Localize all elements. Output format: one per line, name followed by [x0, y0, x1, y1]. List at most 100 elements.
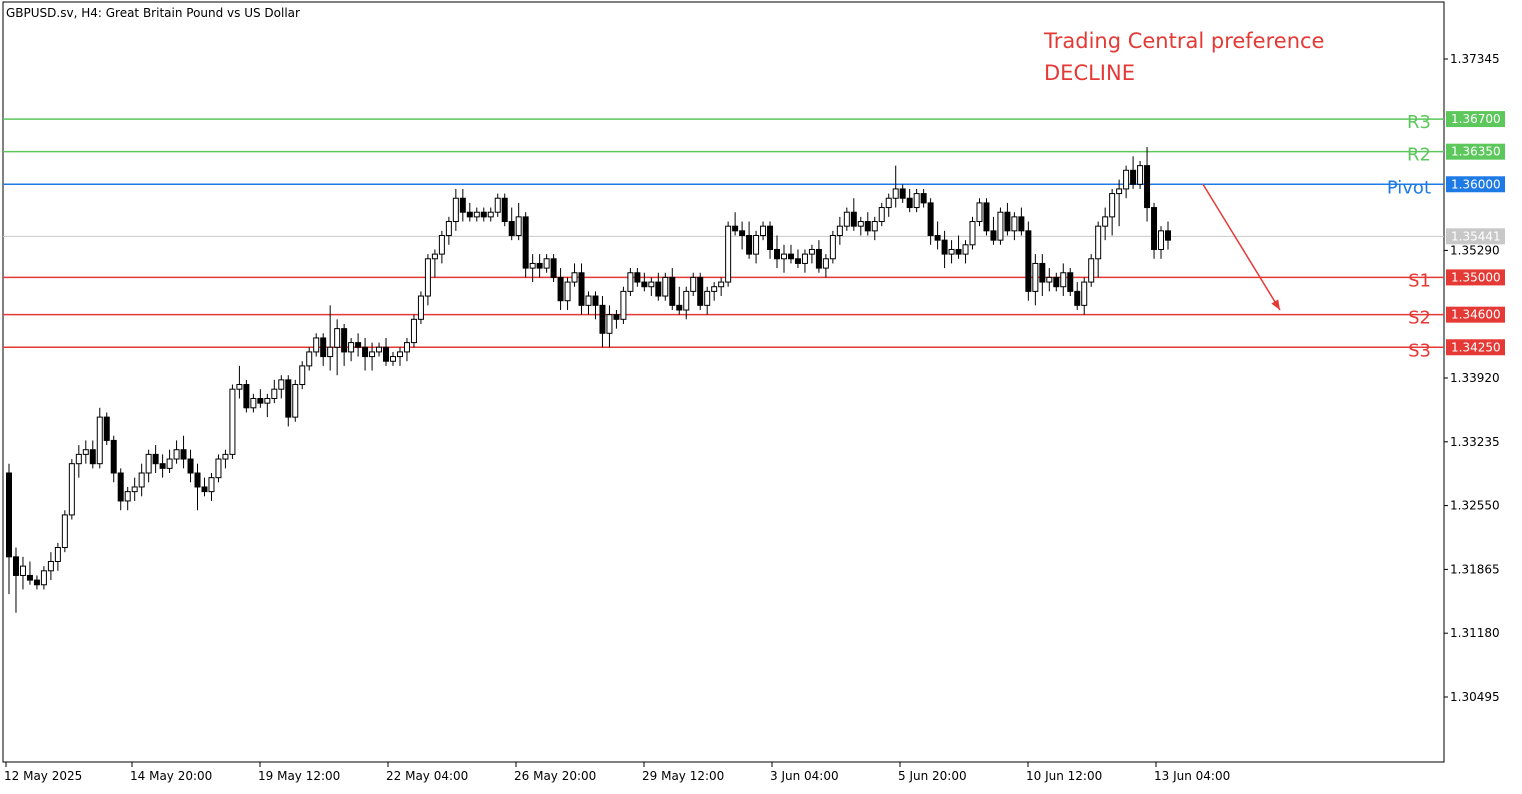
candle-body	[641, 281, 648, 288]
candle-body	[383, 346, 390, 362]
candle-body	[96, 416, 103, 465]
candle-body	[774, 248, 781, 260]
level-name-r2: R2	[1407, 145, 1431, 166]
candle	[690, 272, 697, 297]
candle	[850, 198, 857, 231]
candle	[383, 337, 390, 366]
candle-body	[145, 453, 152, 474]
candle-body	[1032, 262, 1039, 292]
candle-body	[243, 384, 250, 409]
candle	[208, 473, 215, 501]
candle	[801, 249, 808, 273]
candle-body	[285, 379, 292, 418]
candle	[390, 351, 397, 366]
candle-body	[466, 211, 473, 218]
candle	[40, 566, 47, 590]
candle-body	[515, 216, 522, 236]
candle-body	[787, 253, 794, 260]
current-price-box	[1446, 228, 1505, 245]
candle	[222, 449, 229, 469]
candle-body	[543, 258, 550, 269]
candle	[306, 347, 313, 371]
candle	[676, 286, 683, 315]
level-price-box-s1	[1446, 269, 1505, 286]
candle	[718, 277, 725, 297]
candle-body	[264, 397, 271, 404]
candle-body	[438, 234, 445, 255]
price-tick-label: 1.35290	[1450, 243, 1500, 257]
level-price-label-pivot: 1.36000	[1451, 177, 1501, 191]
candle	[787, 244, 794, 264]
candle-body	[753, 234, 760, 255]
candle-body	[187, 458, 194, 474]
candle-body	[271, 388, 278, 399]
candle-body	[124, 491, 131, 502]
candle-body	[47, 560, 54, 572]
candle	[215, 454, 222, 483]
candle	[403, 337, 410, 362]
candle	[159, 454, 166, 478]
candle	[1109, 188, 1116, 236]
candle-body	[473, 211, 480, 218]
candle-body	[669, 276, 676, 306]
forecast-arrow-layer	[1202, 183, 1281, 311]
level-price-box-r2	[1446, 143, 1505, 160]
candle	[1151, 202, 1158, 259]
candle	[1060, 263, 1067, 297]
candle	[508, 207, 515, 241]
candle-body	[1151, 207, 1158, 250]
candle	[592, 291, 599, 320]
candle-body	[592, 295, 599, 306]
candle	[683, 286, 690, 320]
candle	[515, 202, 522, 241]
candle-body	[292, 384, 299, 418]
candle-body	[6, 472, 12, 558]
candle-body	[299, 365, 306, 386]
price-tick-label: 1.33235	[1450, 435, 1500, 449]
candle	[704, 286, 711, 315]
candle	[550, 254, 557, 283]
candle	[494, 193, 501, 217]
time-axis: 12 May 2025 14 May 20:00 19 May 12:00 22 Ma…	[4, 762, 1230, 783]
candle	[613, 310, 620, 329]
time-tick-label: 12 May 2025	[4, 769, 82, 783]
candle-body	[362, 346, 369, 358]
time-tick-label: 10 Jun 12:00	[1026, 769, 1102, 783]
candle	[1046, 268, 1053, 292]
candle	[1067, 268, 1074, 297]
candle	[82, 440, 89, 464]
candle	[1102, 207, 1109, 241]
candle	[138, 463, 145, 497]
candle	[941, 230, 948, 269]
candle	[878, 202, 885, 227]
candle-body	[452, 197, 459, 223]
candle-body	[494, 197, 501, 213]
candle-body	[704, 290, 711, 306]
candle-body	[19, 565, 26, 576]
candle-body	[557, 276, 564, 302]
candle	[292, 379, 299, 422]
candle	[990, 216, 997, 245]
candle-body	[732, 225, 739, 232]
candle	[1011, 212, 1018, 241]
candle-body	[1018, 216, 1025, 232]
candle-body	[376, 346, 383, 353]
candle-body	[75, 453, 82, 465]
forecast-arrow-line	[1202, 183, 1281, 311]
candle-body	[913, 193, 920, 209]
price-tick-label: 1.33920	[1450, 371, 1500, 385]
candle	[969, 216, 976, 250]
candle	[746, 221, 753, 259]
price-tick-label: 1.32550	[1450, 499, 1500, 513]
candle	[47, 552, 54, 581]
candle-body	[962, 244, 969, 255]
candle-body	[815, 248, 822, 269]
candle-body	[1123, 169, 1130, 190]
candle-body	[780, 253, 787, 260]
candle	[648, 277, 655, 297]
candle	[145, 449, 152, 483]
candle-body	[1046, 276, 1053, 283]
candle	[599, 296, 606, 348]
candle-body	[718, 281, 725, 288]
